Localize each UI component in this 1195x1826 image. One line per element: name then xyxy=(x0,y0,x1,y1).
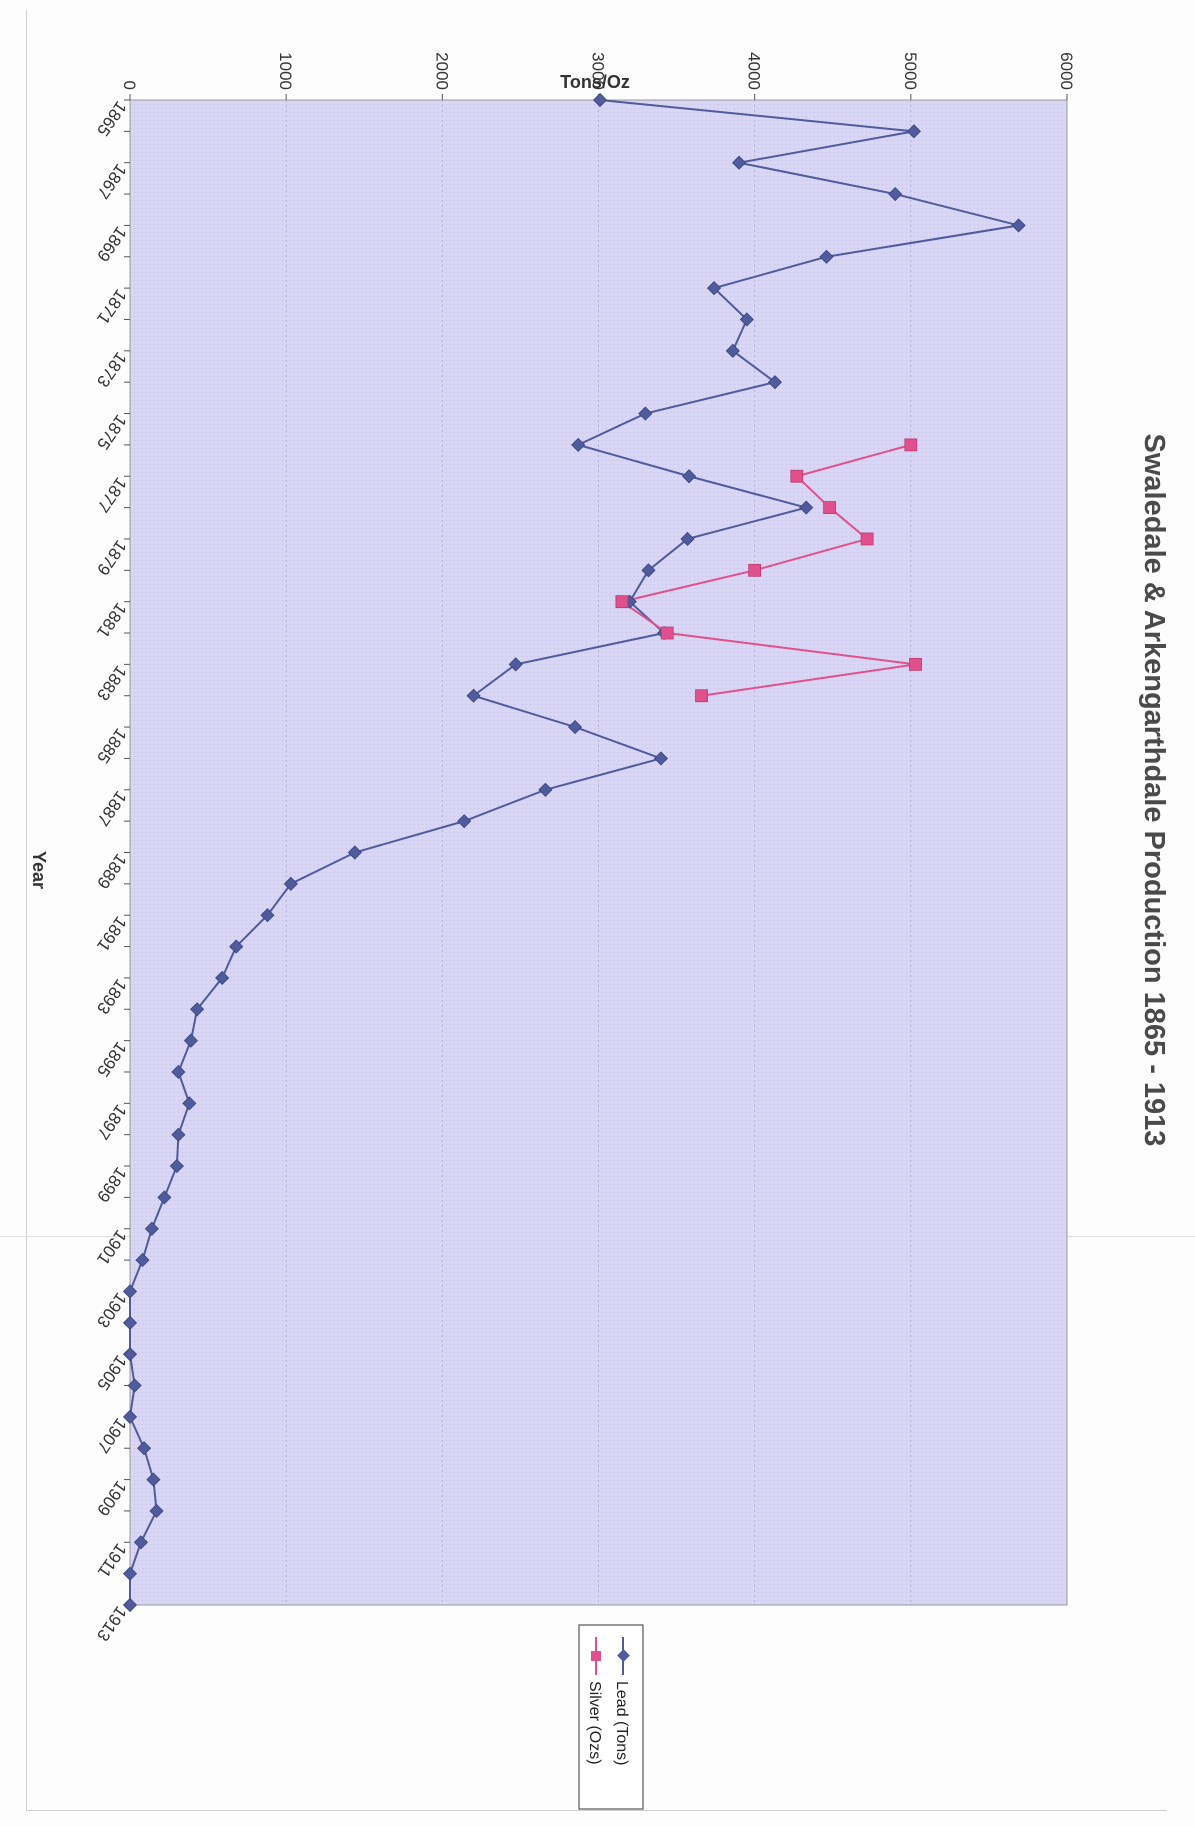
lead-point xyxy=(799,500,814,515)
lead-point xyxy=(466,688,481,703)
lead-point xyxy=(190,1002,205,1017)
lead-point xyxy=(283,876,298,891)
y-tick-label: 2000 xyxy=(432,52,451,90)
x-tick-label: 1885 xyxy=(93,725,130,767)
y-tick-label: 0 xyxy=(120,81,139,90)
x-tick-label: 1889 xyxy=(93,850,130,892)
lead-point xyxy=(538,782,553,797)
x-tick-label: 1895 xyxy=(93,1038,130,1080)
lead-point xyxy=(682,469,697,484)
lead-point xyxy=(888,186,903,202)
silver-point xyxy=(615,595,629,609)
lead-point xyxy=(260,908,275,923)
legend-silver-label: Silver (Ozs) xyxy=(586,1681,603,1765)
lead-point xyxy=(906,124,922,139)
lead-point xyxy=(146,1472,161,1487)
silver-point xyxy=(748,563,762,577)
legend-lead-label: Lead (Tons) xyxy=(613,1681,630,1766)
lead-point xyxy=(571,437,586,452)
x-tick-label: 1909 xyxy=(93,1477,130,1519)
x-tick-label: 1913 xyxy=(93,1603,130,1645)
x-tick-label: 1869 xyxy=(93,223,130,265)
page-border xyxy=(26,10,1167,1811)
x-tick-label: 1871 xyxy=(93,286,130,328)
lead-point xyxy=(183,1033,198,1048)
lead-point xyxy=(641,563,656,578)
legend: Lead (Tons) Silver (Ozs) xyxy=(578,1624,644,1810)
silver-point xyxy=(860,532,874,546)
lead-point xyxy=(638,406,653,421)
x-tick-label: 1877 xyxy=(93,474,130,516)
silver-point xyxy=(904,438,918,452)
x-tick-label: 1899 xyxy=(93,1164,130,1206)
lead-point xyxy=(122,1284,138,1299)
y-tick-label: 1000 xyxy=(276,52,295,90)
chart-title: Swaledale & Arkengarthdale Production 18… xyxy=(1138,434,1170,1147)
lead-point xyxy=(592,92,608,108)
x-tick-label: 1893 xyxy=(93,976,130,1018)
lead-point xyxy=(229,939,244,954)
lead-point xyxy=(122,1315,138,1330)
x-tick-label: 1875 xyxy=(93,411,130,453)
x-tick-label: 1907 xyxy=(93,1415,130,1457)
silver-point xyxy=(909,657,922,671)
lead-point xyxy=(122,1347,138,1362)
lead-point xyxy=(149,1503,164,1519)
lead-point xyxy=(171,1127,186,1142)
lead-point xyxy=(144,1221,159,1236)
lead-point xyxy=(568,720,583,735)
silver-point xyxy=(695,689,708,703)
x-tick-label: 1891 xyxy=(93,913,130,955)
lead-point xyxy=(653,751,669,766)
x-tick-label: 1883 xyxy=(93,662,130,704)
lead-point xyxy=(347,845,362,860)
silver-point xyxy=(790,469,804,483)
y-tick-label: 5000 xyxy=(901,52,920,90)
x-axis-label: Year xyxy=(29,851,49,889)
lead-point xyxy=(182,1096,197,1111)
lead-point xyxy=(135,1253,150,1268)
y-tick-label: 6000 xyxy=(1057,52,1076,90)
x-tick-label: 1873 xyxy=(93,349,130,391)
legend-silver-marker xyxy=(591,1651,601,1661)
lead-point xyxy=(731,155,747,170)
lead-point xyxy=(680,531,695,547)
lead-point xyxy=(739,312,754,327)
x-tick-label: 1901 xyxy=(93,1226,130,1268)
lead-point xyxy=(133,1535,148,1550)
lead-point xyxy=(169,1158,184,1174)
lead-point xyxy=(136,1441,152,1456)
x-tick-label: 1903 xyxy=(93,1289,130,1331)
y-tick-label: 3000 xyxy=(589,52,608,90)
x-tick-label: 1881 xyxy=(93,599,130,641)
lead-point xyxy=(508,657,523,672)
lead-point xyxy=(157,1190,172,1205)
x-tick-label: 1879 xyxy=(93,537,130,579)
lead-point xyxy=(122,1566,138,1581)
lead-point xyxy=(457,814,472,829)
x-tick-label: 1865 xyxy=(93,98,130,140)
y-axis-label: Tons/Oz xyxy=(560,72,630,92)
lead-point xyxy=(706,281,722,296)
x-tick-label: 1905 xyxy=(93,1352,130,1394)
silver-point xyxy=(660,626,674,640)
lead-point xyxy=(122,1409,138,1424)
y-tick-label: 4000 xyxy=(745,52,764,90)
lead-point xyxy=(819,249,834,264)
silver-point xyxy=(823,501,837,515)
lead-point xyxy=(171,1064,186,1080)
lead-point xyxy=(127,1378,142,1393)
lead-point xyxy=(122,1597,138,1613)
x-tick-label: 1887 xyxy=(93,787,130,829)
x-tick-label: 1897 xyxy=(93,1101,130,1143)
lead-point xyxy=(215,970,230,985)
lead-point xyxy=(1011,218,1026,233)
lead-point xyxy=(767,375,783,390)
lead-point xyxy=(725,343,740,358)
x-tick-label: 1867 xyxy=(93,160,130,202)
